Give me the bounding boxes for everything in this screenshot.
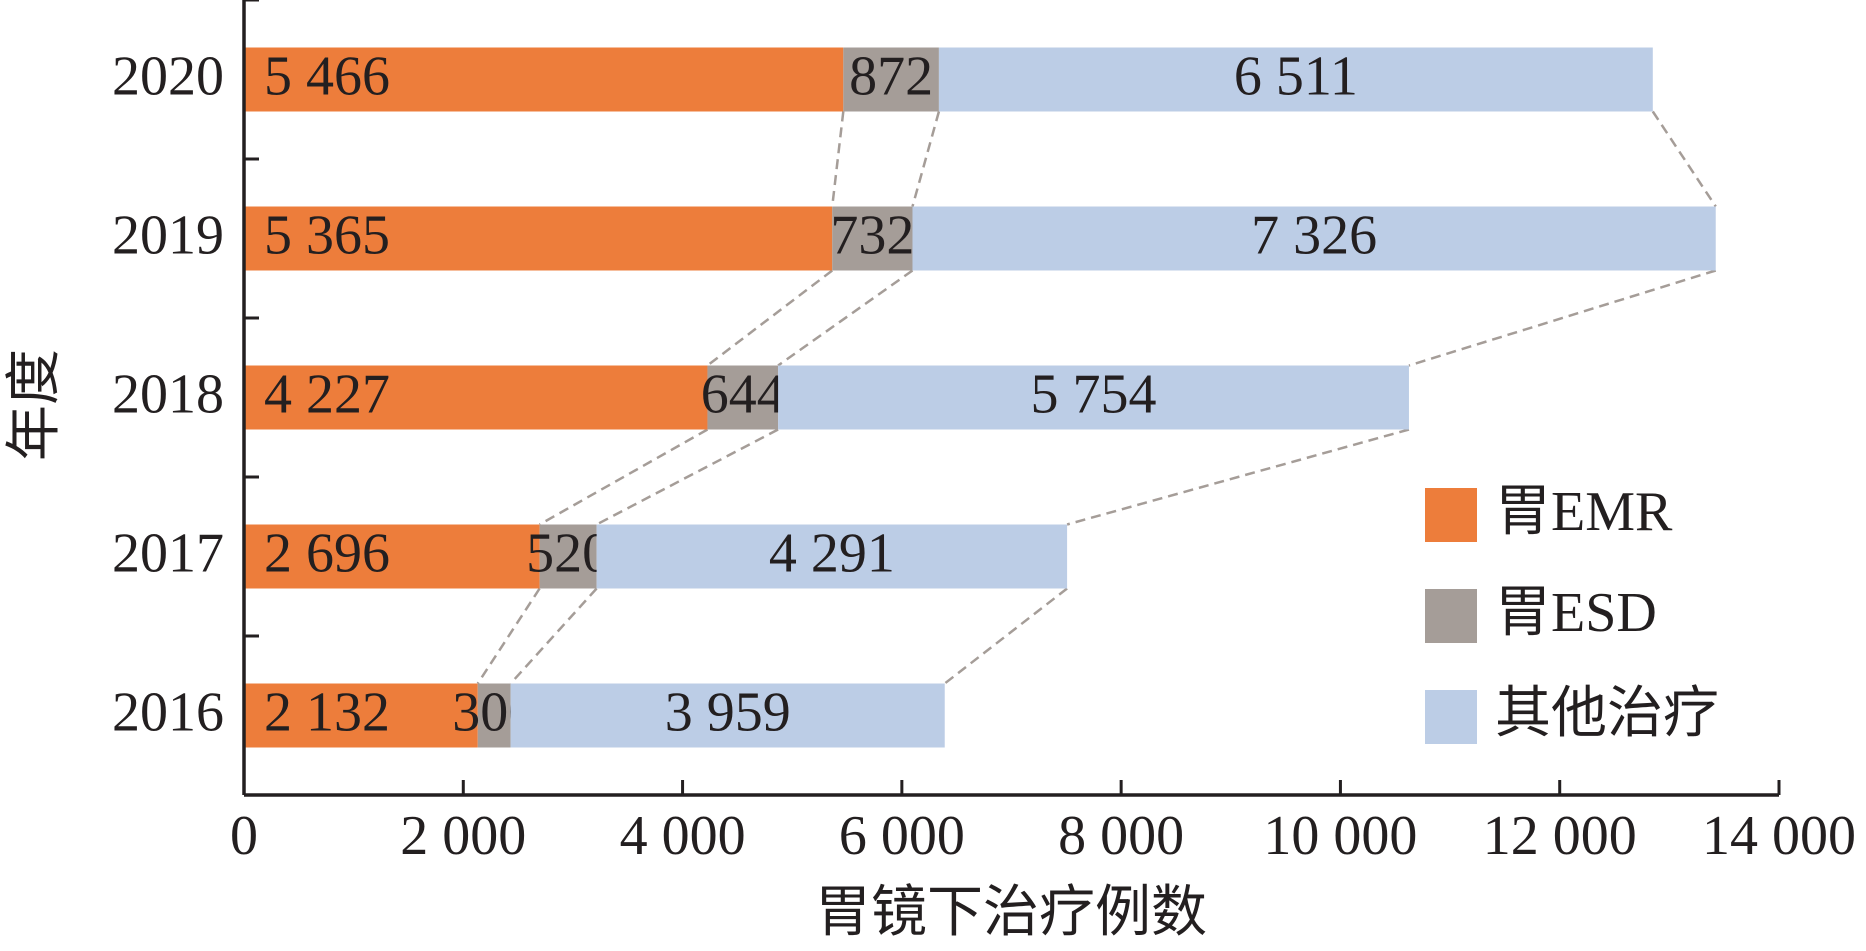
value-label: 5 754 bbox=[1031, 363, 1157, 425]
x-tick-label: 2 000 bbox=[400, 805, 526, 867]
legend-label: 其他治疗 bbox=[1495, 683, 1719, 745]
connector-line bbox=[706, 269, 833, 367]
connector-line bbox=[509, 587, 598, 685]
bar-segment bbox=[244, 47, 844, 112]
connector-line bbox=[596, 428, 779, 526]
value-label: 5 466 bbox=[264, 45, 390, 107]
value-label: 520 bbox=[526, 522, 610, 584]
bar-segment bbox=[244, 524, 540, 589]
value-label: 3 959 bbox=[665, 681, 791, 743]
x-tick-label: 4 000 bbox=[620, 805, 746, 867]
connector-line bbox=[911, 111, 941, 207]
legend-swatch bbox=[1425, 690, 1477, 744]
bar-segment bbox=[778, 365, 1409, 430]
value-label: 644 bbox=[701, 363, 785, 425]
value-label: 7 326 bbox=[1251, 204, 1377, 266]
x-tick-label: 14 000 bbox=[1702, 805, 1856, 867]
value-label: 4 291 bbox=[769, 522, 895, 584]
x-tick-label: 12 000 bbox=[1483, 805, 1637, 867]
bar-segment bbox=[832, 206, 913, 271]
x-axis-label: 胃镜下治疗例数 bbox=[815, 882, 1207, 944]
bar-segment bbox=[244, 206, 833, 271]
legend-label: 胃EMR bbox=[1495, 481, 1673, 543]
bar-segment bbox=[244, 683, 478, 748]
value-label: 2 132 bbox=[264, 681, 390, 743]
bar-segment bbox=[244, 365, 708, 430]
legend-swatch bbox=[1425, 488, 1477, 542]
connector-line bbox=[1408, 269, 1717, 367]
bar-segment bbox=[477, 683, 511, 748]
value-label: 5 365 bbox=[264, 204, 390, 266]
bar-segment bbox=[596, 524, 1068, 589]
value-label: 4 227 bbox=[264, 363, 390, 425]
value-label: 2 696 bbox=[264, 522, 390, 584]
y-axis-label: 年度 bbox=[4, 349, 66, 461]
value-label: 6 511 bbox=[1234, 45, 1358, 107]
bar-segment bbox=[707, 365, 779, 430]
y-tick-label: 2017 bbox=[112, 522, 224, 584]
y-tick-label: 2018 bbox=[112, 363, 224, 425]
connector-line bbox=[943, 587, 1068, 685]
bar-segment bbox=[912, 206, 1716, 271]
connector-line bbox=[476, 587, 541, 685]
legend-label: 胃ESD bbox=[1495, 582, 1657, 644]
x-tick-label: 10 000 bbox=[1263, 805, 1417, 867]
x-tick-label: 6 000 bbox=[839, 805, 965, 867]
x-tick-label: 0 bbox=[230, 805, 258, 867]
connector-line bbox=[1066, 428, 1410, 526]
legend-swatch bbox=[1425, 589, 1477, 643]
x-tick-label: 8 000 bbox=[1058, 805, 1184, 867]
connector-line bbox=[538, 428, 709, 526]
value-label: 872 bbox=[849, 45, 933, 107]
bar-segment bbox=[510, 683, 945, 748]
connector-line bbox=[830, 111, 845, 207]
bar-segment bbox=[938, 47, 1653, 112]
y-tick-label: 2020 bbox=[112, 45, 224, 107]
bar-segment bbox=[843, 47, 939, 112]
y-tick-label: 2019 bbox=[112, 204, 224, 266]
connector-line bbox=[1651, 110, 1717, 208]
value-label: 732 bbox=[830, 204, 914, 266]
connector-line bbox=[777, 269, 914, 367]
bar-segment bbox=[539, 524, 597, 589]
y-tick-label: 2016 bbox=[112, 681, 224, 743]
